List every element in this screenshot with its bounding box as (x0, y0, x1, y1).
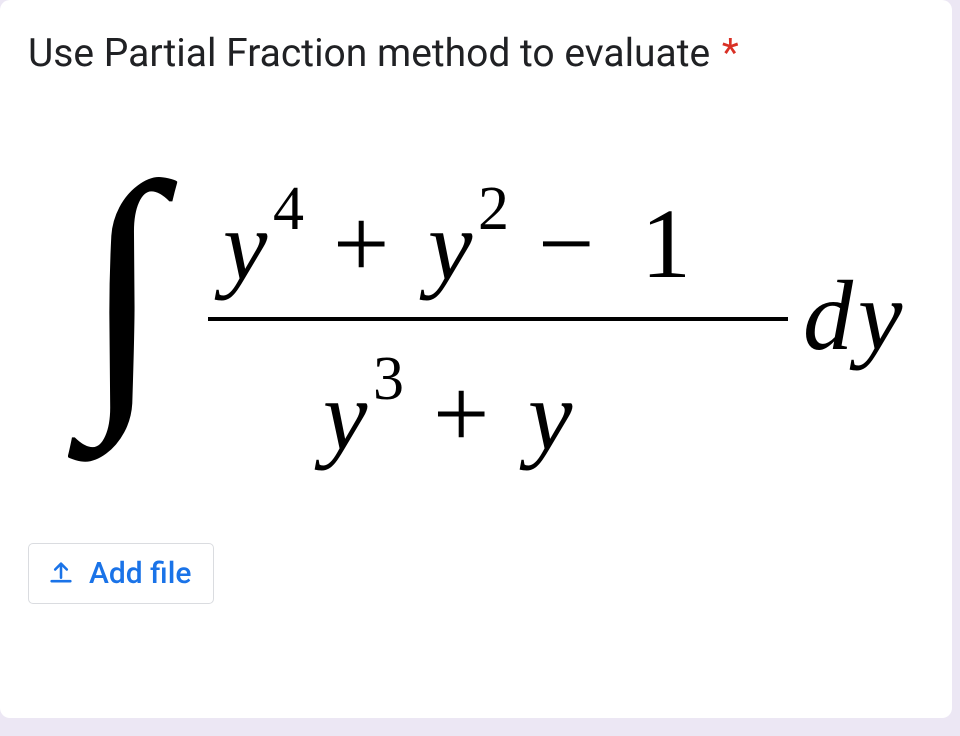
svg-text:1: 1 (641, 188, 691, 299)
svg-text:−: − (538, 188, 594, 299)
add-file-button[interactable]: Add file (28, 543, 214, 604)
question-title-text: Use Partial Fraction method to evaluate (28, 30, 710, 76)
denominator: y 3 + y (314, 345, 573, 471)
svg-text:y: y (519, 360, 573, 471)
differential: d y (803, 260, 903, 371)
integral-symbol: ∫ (68, 149, 178, 466)
svg-text:3: 3 (373, 345, 404, 413)
svg-text:2: 2 (478, 175, 509, 243)
svg-text:y: y (419, 190, 473, 301)
add-file-label: Add file (89, 556, 191, 591)
svg-text:y: y (314, 360, 368, 471)
svg-text:y: y (214, 190, 268, 301)
svg-text:4: 4 (273, 175, 304, 243)
required-marker: * (722, 30, 739, 76)
question-card: Use Partial Fraction method to evaluate … (0, 0, 952, 718)
svg-text:d: d (803, 260, 854, 371)
svg-text:+: + (333, 188, 389, 299)
svg-text:y: y (849, 260, 903, 371)
svg-text:+: + (433, 358, 489, 469)
upload-icon (47, 559, 75, 587)
formula-image: ∫ y 4 + y 2 − 1 y 3 + y d (68, 149, 924, 483)
integral-formula: ∫ y 4 + y 2 − 1 y 3 + y d (68, 149, 928, 479)
numerator: y 4 + y 2 − 1 (214, 175, 691, 301)
question-title: Use Partial Fraction method to evaluate … (28, 28, 924, 79)
